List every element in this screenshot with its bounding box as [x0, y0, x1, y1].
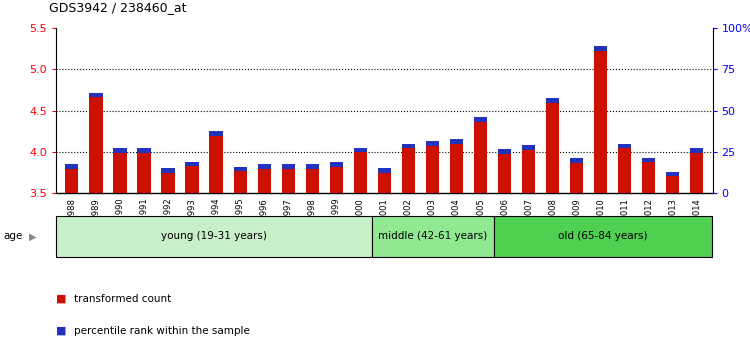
Bar — [498, 149, 512, 154]
Bar — [257, 164, 271, 169]
Bar — [450, 139, 463, 193]
Bar — [306, 164, 319, 193]
Bar — [113, 148, 127, 193]
Bar — [378, 168, 391, 193]
Bar — [522, 145, 536, 150]
Text: ▶: ▶ — [28, 231, 36, 241]
Bar — [618, 144, 632, 148]
Bar — [474, 117, 488, 193]
Bar — [450, 139, 463, 144]
Bar — [306, 164, 319, 169]
Bar — [402, 144, 415, 148]
Text: age: age — [4, 231, 23, 241]
Bar — [666, 172, 680, 193]
Bar — [185, 162, 199, 166]
Text: young (19-31 years): young (19-31 years) — [161, 231, 267, 241]
Bar — [378, 168, 391, 173]
Bar — [570, 158, 584, 193]
Text: ■: ■ — [56, 326, 67, 336]
Bar — [65, 164, 79, 169]
Text: GDS3942 / 238460_at: GDS3942 / 238460_at — [49, 1, 186, 14]
Bar — [137, 148, 151, 153]
Bar — [354, 148, 367, 152]
Bar — [594, 46, 608, 193]
Bar — [65, 164, 79, 193]
Text: old (65-84 years): old (65-84 years) — [558, 231, 648, 241]
Bar — [185, 162, 199, 193]
Bar — [570, 158, 584, 163]
Bar — [113, 148, 127, 153]
Text: percentile rank within the sample: percentile rank within the sample — [74, 326, 249, 336]
Bar — [281, 164, 295, 169]
Bar — [426, 141, 439, 145]
Text: middle (42-61 years): middle (42-61 years) — [378, 231, 488, 241]
Bar — [209, 131, 223, 193]
Bar — [690, 148, 703, 153]
Bar — [137, 148, 151, 193]
Bar — [690, 148, 703, 193]
Text: ■: ■ — [56, 294, 67, 304]
Bar — [642, 158, 656, 193]
Bar — [618, 144, 632, 193]
Bar — [426, 141, 439, 193]
Bar — [233, 167, 247, 171]
Text: transformed count: transformed count — [74, 294, 171, 304]
Bar — [666, 172, 680, 176]
Bar — [161, 168, 175, 193]
Bar — [402, 144, 415, 193]
Bar — [89, 92, 103, 193]
Bar — [498, 149, 512, 193]
Bar — [354, 148, 367, 193]
Bar — [330, 162, 343, 193]
Bar — [522, 145, 536, 193]
Bar — [257, 164, 271, 193]
Bar — [546, 98, 560, 193]
Bar — [474, 117, 488, 122]
Bar — [281, 164, 295, 193]
Bar — [209, 131, 223, 136]
Bar — [233, 167, 247, 193]
Bar — [642, 158, 656, 162]
Bar — [89, 92, 103, 97]
Bar — [330, 162, 343, 167]
Bar — [161, 168, 175, 173]
Bar — [546, 98, 560, 103]
Bar — [594, 46, 608, 51]
